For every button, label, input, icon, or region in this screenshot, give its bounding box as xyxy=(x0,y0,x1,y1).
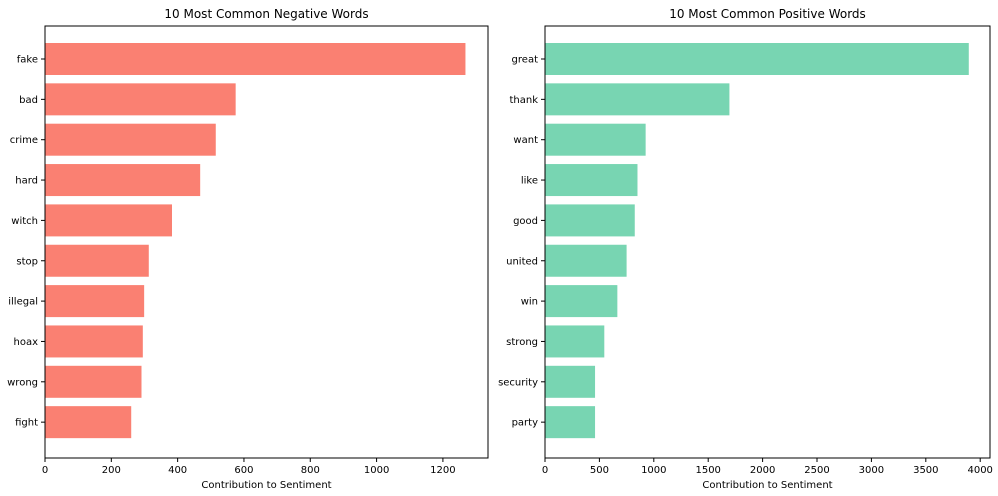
negative-y-tick-label: fight xyxy=(15,418,38,429)
negative-y-tick-label: crime xyxy=(10,135,38,146)
positive-x-tick-label: 0 xyxy=(542,465,548,476)
negative-y-tick-label: illegal xyxy=(8,297,38,308)
negative-y-tick-label: wrong xyxy=(7,377,38,388)
negative-y-tick-label: stop xyxy=(16,256,38,267)
negative-bars xyxy=(45,43,466,439)
negative-bar-hard xyxy=(45,164,201,197)
positive-x-ticks: 0 500 1000 1500 2000 2500 3000 3500 4000 xyxy=(542,458,993,476)
positive-bar-strong xyxy=(545,325,605,358)
positive-bar-good xyxy=(545,204,635,237)
positive-y-tick-label: party xyxy=(512,418,539,429)
positive-y-tick-label: strong xyxy=(506,337,538,348)
negative-words-chart: 10 Most Common Negative Words Contributi… xyxy=(7,7,489,491)
positive-bar-great xyxy=(545,43,969,75)
negative-y-tick-label: bad xyxy=(19,95,38,106)
positive-bar-like xyxy=(545,164,638,197)
positive-x-tick-label: 1000 xyxy=(641,465,666,476)
negative-x-tick-label: 0 xyxy=(42,465,48,476)
negative-x-tick-label: 200 xyxy=(102,465,121,476)
negative-bar-illegal xyxy=(45,285,145,318)
negative-y-ticks: fake bad crime hard witch stop illegal hoax wron… xyxy=(7,55,45,429)
negative-x-ticks: 0 200 400 600 800 1000 1200 xyxy=(42,458,456,476)
positive-bar-security xyxy=(545,365,596,398)
negative-bar-fake xyxy=(45,43,466,75)
positive-y-tick-label: thank xyxy=(509,95,538,106)
positive-plot-area xyxy=(544,25,991,459)
negative-y-tick-label: hard xyxy=(15,176,38,187)
positive-y-tick-label: security xyxy=(498,377,538,388)
positive-y-tick-label: united xyxy=(506,256,538,267)
negative-y-tick-label: hoax xyxy=(13,337,38,348)
positive-bar-united xyxy=(545,244,627,277)
positive-y-ticks: great thank want like good united win strong sec… xyxy=(498,55,545,429)
negative-plot-area xyxy=(44,25,489,459)
negative-bar-hoax xyxy=(45,325,143,358)
negative-x-tick-label: 1200 xyxy=(430,465,455,476)
positive-bar-thank xyxy=(545,83,730,116)
positive-x-axis-label: Contribution to Sentiment xyxy=(702,480,832,491)
negative-bar-stop xyxy=(45,244,149,277)
positive-y-tick-label: like xyxy=(521,176,538,187)
positive-chart-title: 10 Most Common Positive Words xyxy=(669,7,866,21)
positive-bar-party xyxy=(545,406,596,439)
positive-x-tick-label: 3500 xyxy=(913,465,938,476)
positive-x-tick-label: 500 xyxy=(590,465,609,476)
negative-x-axis-label: Contribution to Sentiment xyxy=(201,480,331,491)
negative-x-tick-label: 400 xyxy=(168,465,187,476)
negative-bar-wrong xyxy=(45,365,142,398)
positive-x-tick-label: 3000 xyxy=(859,465,884,476)
positive-y-tick-label: great xyxy=(512,55,539,66)
positive-x-tick-label: 2000 xyxy=(750,465,775,476)
positive-x-tick-label: 2500 xyxy=(804,465,829,476)
negative-bar-bad xyxy=(45,83,236,116)
negative-x-tick-label: 800 xyxy=(301,465,320,476)
positive-words-chart: 10 Most Common Positive Words Contributi… xyxy=(498,7,993,491)
positive-bar-win xyxy=(545,285,618,318)
positive-x-tick-label: 1500 xyxy=(695,465,720,476)
positive-x-tick-label: 4000 xyxy=(967,465,992,476)
negative-bar-witch xyxy=(45,204,172,237)
negative-chart-title: 10 Most Common Negative Words xyxy=(164,7,368,21)
negative-bar-fight xyxy=(45,406,132,439)
negative-y-tick-label: fake xyxy=(17,55,38,66)
negative-x-tick-label: 1000 xyxy=(364,465,389,476)
negative-x-tick-label: 600 xyxy=(234,465,253,476)
negative-bar-crime xyxy=(45,123,216,156)
positive-bar-want xyxy=(545,123,646,156)
positive-bars xyxy=(545,43,969,439)
positive-y-tick-label: win xyxy=(521,297,538,308)
positive-y-tick-label: good xyxy=(513,216,538,227)
positive-y-tick-label: want xyxy=(513,135,538,146)
negative-y-tick-label: witch xyxy=(11,216,38,227)
